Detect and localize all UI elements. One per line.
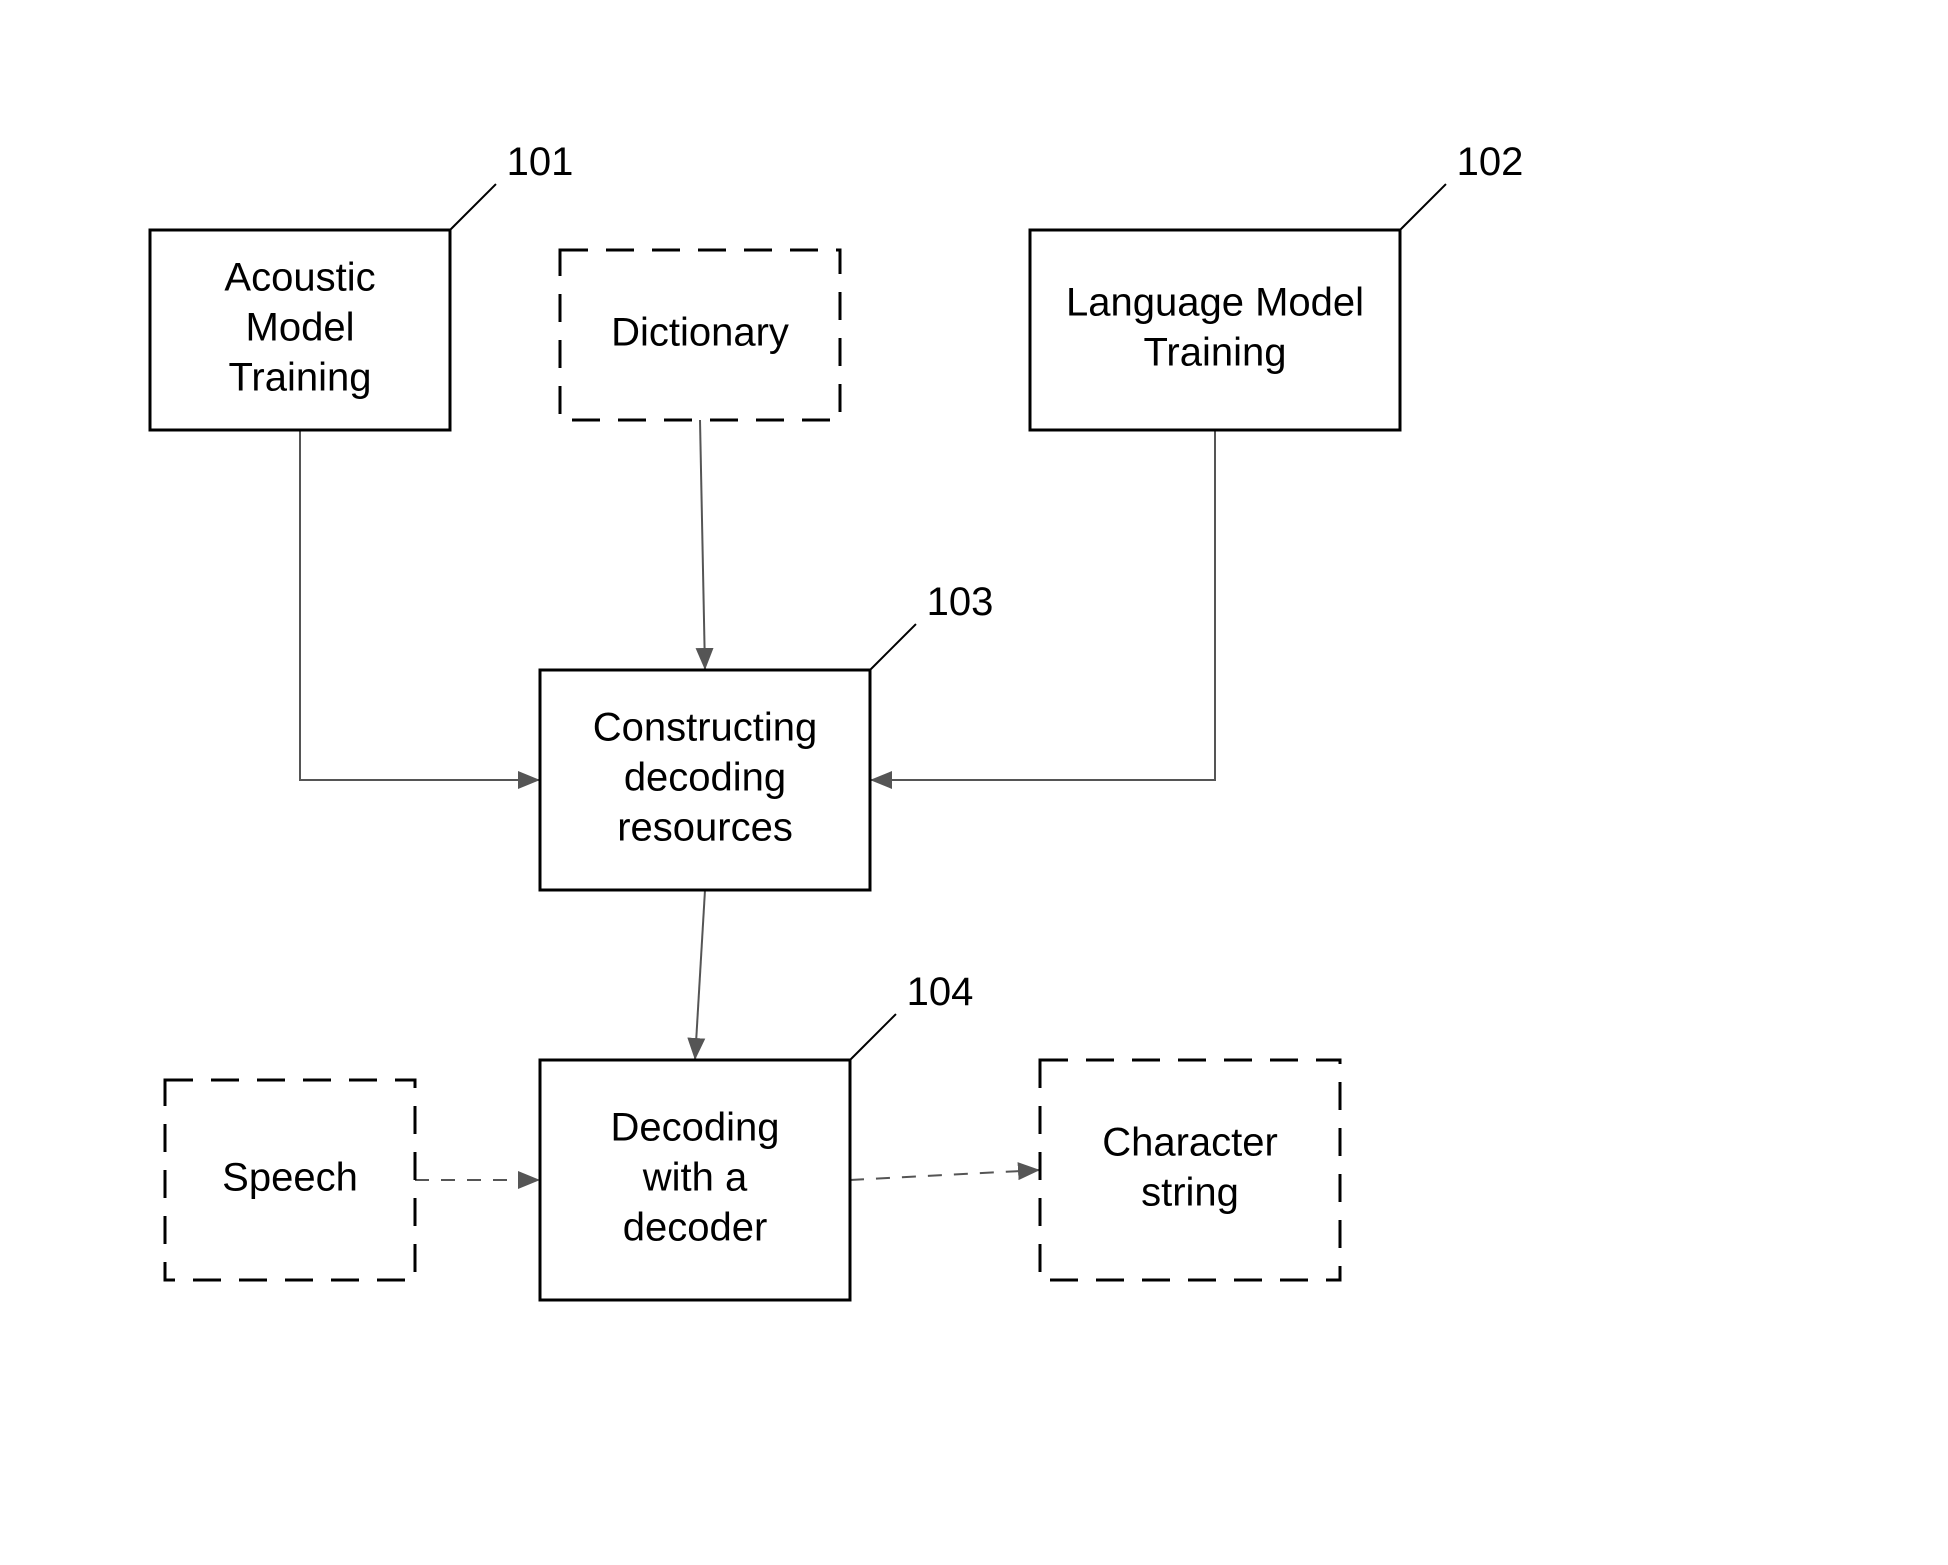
box-construct-label-line-2: resources — [617, 806, 793, 850]
ref-tick-decoder — [850, 1014, 896, 1060]
box-dictionary-label-line-0: Dictionary — [611, 311, 789, 355]
box-decoder-label-line-1: with a — [642, 1156, 748, 1200]
ref-label-construct: 103 — [927, 580, 994, 624]
box-charstr-label-line-1: string — [1141, 1171, 1239, 1215]
box-acoustic-label-line-1: Model — [246, 306, 355, 350]
edge-acoustic-to-construct — [300, 430, 540, 780]
box-speech-label-line-0: Speech — [222, 1156, 358, 1200]
box-language-label-line-0: Language Model — [1066, 281, 1364, 325]
box-acoustic-label-line-2: Training — [228, 356, 371, 400]
ref-label-language: 102 — [1457, 140, 1524, 184]
edge-construct-to-decoder — [695, 890, 705, 1060]
box-construct-label-line-0: Constructing — [593, 706, 818, 750]
box-charstr-label-line-0: Character — [1102, 1121, 1278, 1165]
box-construct-label-line-1: decoding — [624, 756, 786, 800]
ref-tick-acoustic — [450, 184, 496, 230]
ref-tick-construct — [870, 624, 916, 670]
box-language-label-line-1: Training — [1143, 331, 1286, 375]
box-decoder-label-line-0: Decoding — [610, 1106, 779, 1150]
ref-label-acoustic: 101 — [507, 140, 574, 184]
edge-dictionary-to-construct — [700, 420, 705, 670]
box-decoder-label-line-2: decoder — [623, 1206, 768, 1250]
ref-label-decoder: 104 — [907, 970, 974, 1014]
box-acoustic-label-line-0: Acoustic — [224, 256, 375, 300]
edge-decoder-to-charstr — [850, 1170, 1040, 1180]
ref-tick-language — [1400, 184, 1446, 230]
edge-language-to-construct — [870, 430, 1215, 780]
